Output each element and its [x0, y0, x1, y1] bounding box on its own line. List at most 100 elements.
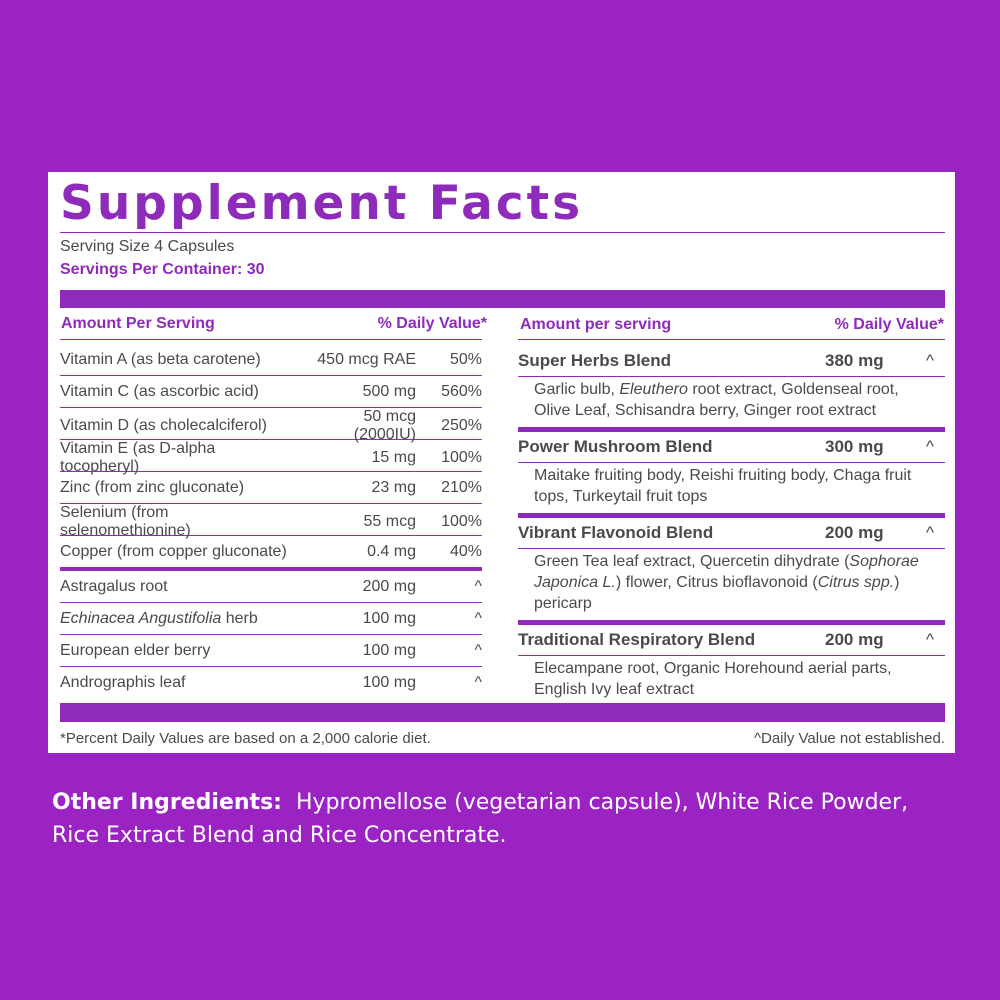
text-segment: Garlic bulb, [534, 381, 620, 398]
rule [518, 339, 945, 340]
table-row: Echinacea Angustifolia herb 100 mg ^ [60, 603, 482, 635]
text-segment: herb [221, 609, 258, 627]
rule [60, 232, 945, 233]
blend: Traditional Respiratory Blend 200 mg ^ Elec… [518, 625, 945, 706]
table-row: Vitamin E (as D-alpha tocopheryl) 15 mg 10… [60, 440, 482, 475]
thick-bar [60, 703, 945, 722]
blend-header: Traditional Respiratory Blend 200 mg ^ [518, 625, 945, 656]
table-row: Zinc (from zinc gluconate) 23 mg 210% [60, 472, 482, 504]
table-cell: 200 mg [362, 577, 416, 595]
text-segment: Citrus spp. [817, 574, 895, 591]
table-cell: 250% [441, 417, 482, 434]
right-table: Super Herbs Blend 380 mg ^ Garlic bulb, Ele… [518, 346, 945, 706]
table-cell: 450 mcg RAE [317, 350, 416, 368]
table-row: Copper (from copper gluconate) 0.4 mg 40% [60, 536, 482, 571]
text-segment: Echinacea Angustifolia [60, 609, 222, 627]
table-cell: ^ [474, 577, 482, 595]
table-cell: Astragalus root [60, 577, 168, 595]
table-cell: 15 mg [371, 449, 416, 466]
servings-per-container: Servings Per Container: 30 [60, 261, 265, 278]
table-cell: ^ [474, 641, 482, 659]
table-row: Vitamin D (as cholecalciferol) 50 mcg (20… [60, 408, 482, 443]
blend-dv: ^ [926, 437, 934, 456]
blend-amount: 200 mg [825, 523, 884, 542]
blend: Power Mushroom Blend 300 mg ^ Maitake fruit… [518, 432, 945, 518]
table-cell: 100 mg [362, 609, 416, 627]
other-ingredients-label: Other Ingredients: [52, 790, 282, 815]
blend-amount: 200 mg [825, 630, 884, 649]
supplement-facts-panel: Supplement Facts Serving Size 4 Capsules… [48, 172, 955, 753]
blend-description: Green Tea leaf extract, Quercetin dihydr… [518, 549, 945, 620]
table-cell: 55 mcg [363, 513, 416, 530]
table-row: Vitamin A (as beta carotene) 450 mcg RAE 5… [60, 344, 482, 376]
table-cell: 560% [441, 382, 482, 400]
table-cell: 100 mg [362, 673, 416, 691]
text-segment: Elecampane root, Organic Horehound aeria… [534, 660, 892, 698]
title: Supplement Facts [60, 176, 584, 231]
footnote: *Percent Daily Values are based on a 2,0… [60, 730, 431, 747]
text-segment: Sophorae Japonica L. [534, 553, 919, 591]
blend-amount: 380 mg [825, 351, 884, 370]
text-segment: ) flower, Citrus bioflavonoid ( [615, 574, 818, 591]
blend-dv: ^ [926, 351, 934, 370]
table-cell: ^ [474, 609, 482, 627]
header-cell: Amount Per Serving [61, 315, 215, 332]
left-table: Vitamin A (as beta carotene) 450 mcg RAE 5… [60, 344, 482, 698]
table-cell: Andrographis leaf [60, 673, 186, 691]
table-row: Selenium (from selenomethionine) 55 mcg 10… [60, 504, 482, 539]
table-cell: 100 mg [362, 641, 416, 659]
blend-description: Garlic bulb, Eleuthero root extract, Gol… [518, 377, 945, 427]
table-cell: ^ [474, 673, 482, 691]
header-cell: Amount per serving [520, 316, 672, 333]
table-cell: 50% [449, 350, 482, 368]
blend-dv: ^ [926, 523, 934, 542]
table-cell: 100% [441, 513, 482, 530]
blend-name: Super Herbs Blend [518, 351, 672, 370]
blend-dv: ^ [926, 630, 934, 649]
text-segment: Eleuthero [619, 381, 688, 398]
table-cell: 210% [441, 478, 482, 496]
blend-description: Maitake fruiting body, Reishi fruiting b… [518, 463, 945, 513]
text-segment: Maitake fruiting body, Reishi fruiting b… [534, 467, 912, 505]
table-cell: Selenium (from selenomethionine) [60, 504, 191, 539]
blend-name: Power Mushroom Blend [518, 437, 713, 456]
right-header: Amount per serving % Daily Value* [520, 316, 944, 334]
blend-header: Power Mushroom Blend 300 mg ^ [518, 432, 945, 463]
text-segment: ) pericarp [534, 574, 900, 612]
table-cell: Copper (from copper gluconate) [60, 542, 287, 560]
table-cell: Vitamin E (as D-alpha tocopheryl) [60, 440, 216, 475]
table-row: Andrographis leaf 100 mg ^ [60, 667, 482, 698]
blend: Vibrant Flavonoid Blend 200 mg ^ Green Tea … [518, 518, 945, 625]
table-row: Vitamin C (as ascorbic acid) 500 mg 560% [60, 376, 482, 408]
header-cell: % Daily Value* [377, 315, 487, 332]
table-cell: 0.4 mg [367, 542, 416, 560]
blend-header: Vibrant Flavonoid Blend 200 mg ^ [518, 518, 945, 549]
thick-bar [60, 290, 945, 308]
table-cell: 500 mg [362, 382, 416, 400]
table-cell: Vitamin D (as cholecalciferol) [60, 417, 267, 434]
blend-amount: 300 mg [825, 437, 884, 456]
blend-name: Vibrant Flavonoid Blend [518, 523, 714, 542]
table-cell: 23 mg [371, 478, 416, 496]
table-cell: Vitamin A (as beta carotene) [60, 350, 261, 368]
text-segment: Green Tea leaf extract, Quercetin dihydr… [534, 553, 850, 570]
table-cell: 50 mcg (2000IU) [353, 408, 416, 443]
other-ingredients-text: Hypromellose (vegetarian capsule), White… [52, 790, 909, 848]
table-row: Astragalus root 200 mg ^ [60, 571, 482, 603]
table-cell: Vitamin C (as ascorbic acid) [60, 382, 259, 400]
blend-description: Elecampane root, Organic Horehound aeria… [518, 656, 945, 706]
table-cell: 100% [441, 449, 482, 466]
text-segment: root extract, Goldenseal root, Olive Lea… [534, 381, 899, 419]
other-ingredients: Other Ingredients: Hypromellose (vegetar… [52, 786, 932, 852]
table-cell: European elder berry [60, 641, 211, 659]
serving-size: Serving Size 4 Capsules [60, 238, 235, 255]
dv-note: ^Daily Value not established. [753, 730, 945, 747]
blend: Super Herbs Blend 380 mg ^ Garlic bulb, Ele… [518, 346, 945, 432]
header-cell: % Daily Value* [834, 316, 944, 333]
table-cell: 40% [449, 542, 482, 560]
blend-header: Super Herbs Blend 380 mg ^ [518, 346, 945, 377]
rule [60, 339, 482, 340]
left-header: Amount Per Serving % Daily Value* [61, 315, 487, 333]
table-cell: Echinacea Angustifolia herb [60, 610, 298, 628]
